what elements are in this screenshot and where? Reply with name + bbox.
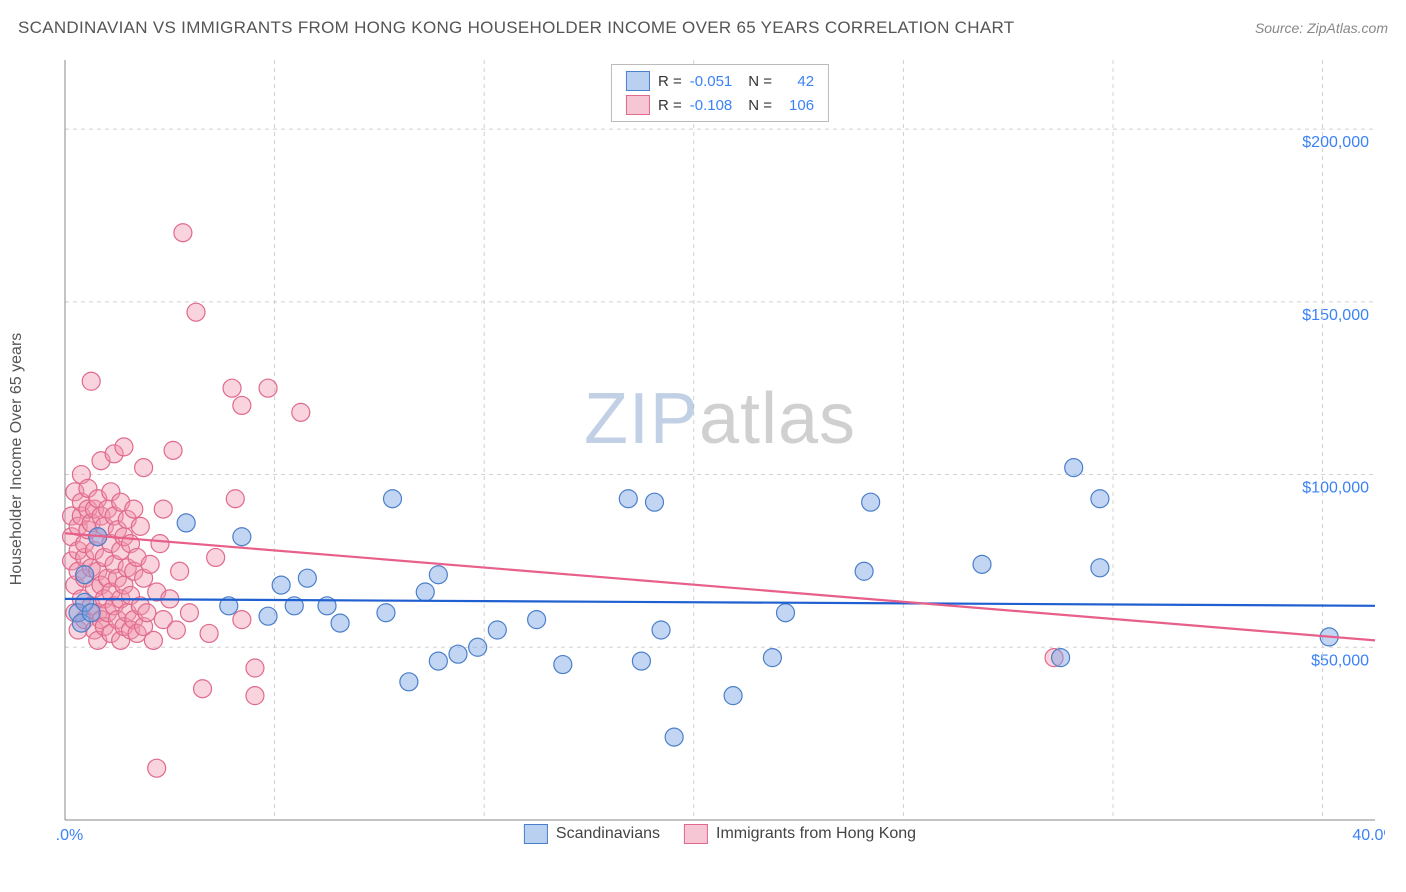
- svg-text:$100,000: $100,000: [1302, 480, 1369, 497]
- legend-n-value-1: 106: [780, 97, 814, 114]
- svg-text:$150,000: $150,000: [1302, 307, 1369, 324]
- chart-header: SCANDINAVIAN VS IMMIGRANTS FROM HONG KON…: [18, 18, 1388, 38]
- svg-text:$200,000: $200,000: [1302, 134, 1369, 151]
- legend-row-series-0: R = -0.051 N = 42: [626, 69, 814, 93]
- y-axis-label: Householder Income Over 65 years: [8, 333, 26, 586]
- chart-title: SCANDINAVIAN VS IMMIGRANTS FROM HONG KON…: [18, 18, 1014, 38]
- svg-text:0.0%: 0.0%: [55, 827, 83, 840]
- legend-n-label: N =: [748, 97, 772, 114]
- scatter-plot: $50,000 $100,000 $150,000 $200,000 0.0% 40.0%: [55, 60, 1385, 840]
- legend-r-value-0: -0.051: [690, 73, 733, 90]
- legend-label-0: Scandinavians: [556, 825, 660, 843]
- chart-area: Householder Income Over 65 years $50,000…: [55, 60, 1385, 840]
- legend-item-1: Immigrants from Hong Kong: [684, 824, 916, 844]
- legend-label-1: Immigrants from Hong Kong: [716, 825, 916, 843]
- correlation-legend: R = -0.051 N = 42 R = -0.108 N = 106: [611, 64, 829, 122]
- legend-swatch-1b: [684, 824, 708, 844]
- legend-swatch-0: [626, 71, 650, 91]
- svg-text:$50,000: $50,000: [1311, 652, 1369, 669]
- legend-r-value-1: -0.108: [690, 97, 733, 114]
- legend-swatch-0b: [524, 824, 548, 844]
- legend-row-series-1: R = -0.108 N = 106: [626, 93, 814, 117]
- legend-item-0: Scandinavians: [524, 824, 660, 844]
- legend-swatch-1: [626, 95, 650, 115]
- legend-r-label: R =: [658, 73, 682, 90]
- source-attribution: Source: ZipAtlas.com: [1255, 20, 1388, 36]
- legend-n-value-0: 42: [780, 73, 814, 90]
- legend-n-label: N =: [748, 73, 772, 90]
- series-legend: Scandinavians Immigrants from Hong Kong: [524, 824, 916, 844]
- svg-text:40.0%: 40.0%: [1352, 827, 1385, 840]
- legend-r-label: R =: [658, 97, 682, 114]
